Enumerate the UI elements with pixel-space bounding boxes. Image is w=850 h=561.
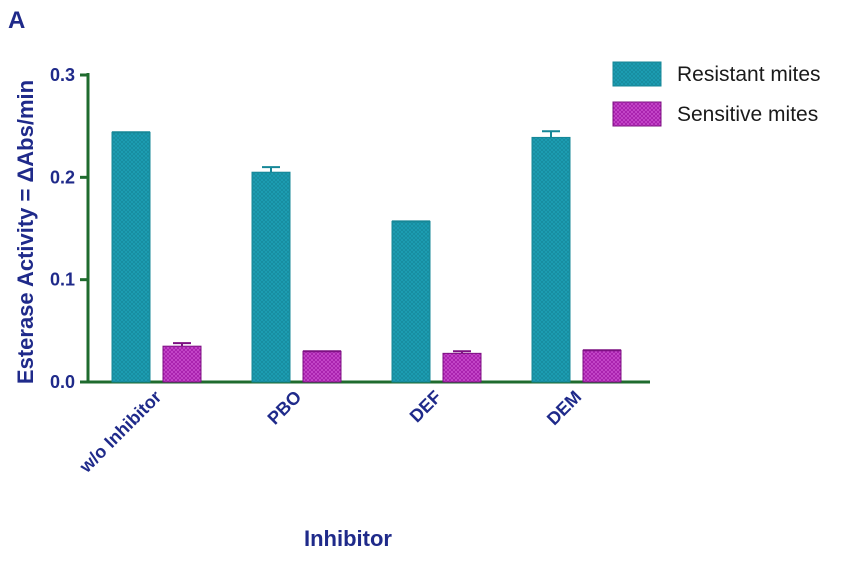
bars xyxy=(111,130,622,383)
legend-label: Resistant mites xyxy=(677,63,821,86)
bar-sensitive xyxy=(162,345,202,383)
bar-resistant xyxy=(531,136,571,383)
bar-resistant xyxy=(251,171,291,383)
y-tick-label: 0.1 xyxy=(50,270,75,290)
x-category-label: DEF xyxy=(406,387,446,427)
category-labels: w/o Inhibitor PBO DEF DEM xyxy=(75,387,585,478)
bar-sensitive xyxy=(582,349,622,383)
legend: Resistant mites Sensitive mites xyxy=(612,61,821,127)
bar-sensitive xyxy=(442,352,482,383)
y-tick-label: 0.2 xyxy=(50,167,75,187)
y-tick-label: 0.3 xyxy=(50,65,75,85)
x-category-label: DEM xyxy=(543,387,585,429)
panel-label: A xyxy=(8,7,25,34)
bar-resistant xyxy=(111,131,151,383)
x-category-label: w/o Inhibitor xyxy=(75,387,165,477)
bar-resistant xyxy=(391,220,431,383)
legend-label: Sensitive mites xyxy=(677,103,818,126)
legend-swatch xyxy=(612,101,662,127)
legend-swatch xyxy=(612,61,662,87)
y-axis: 0.0 0.1 0.2 0.3 xyxy=(50,65,90,392)
bar-sensitive xyxy=(302,350,342,383)
y-tick-label: 0.0 xyxy=(50,372,75,392)
x-axis-title: Inhibitor xyxy=(304,526,392,551)
y-axis-title: Esterase Activity = ΔAbs/min xyxy=(13,80,38,384)
x-category-label: PBO xyxy=(264,387,306,429)
